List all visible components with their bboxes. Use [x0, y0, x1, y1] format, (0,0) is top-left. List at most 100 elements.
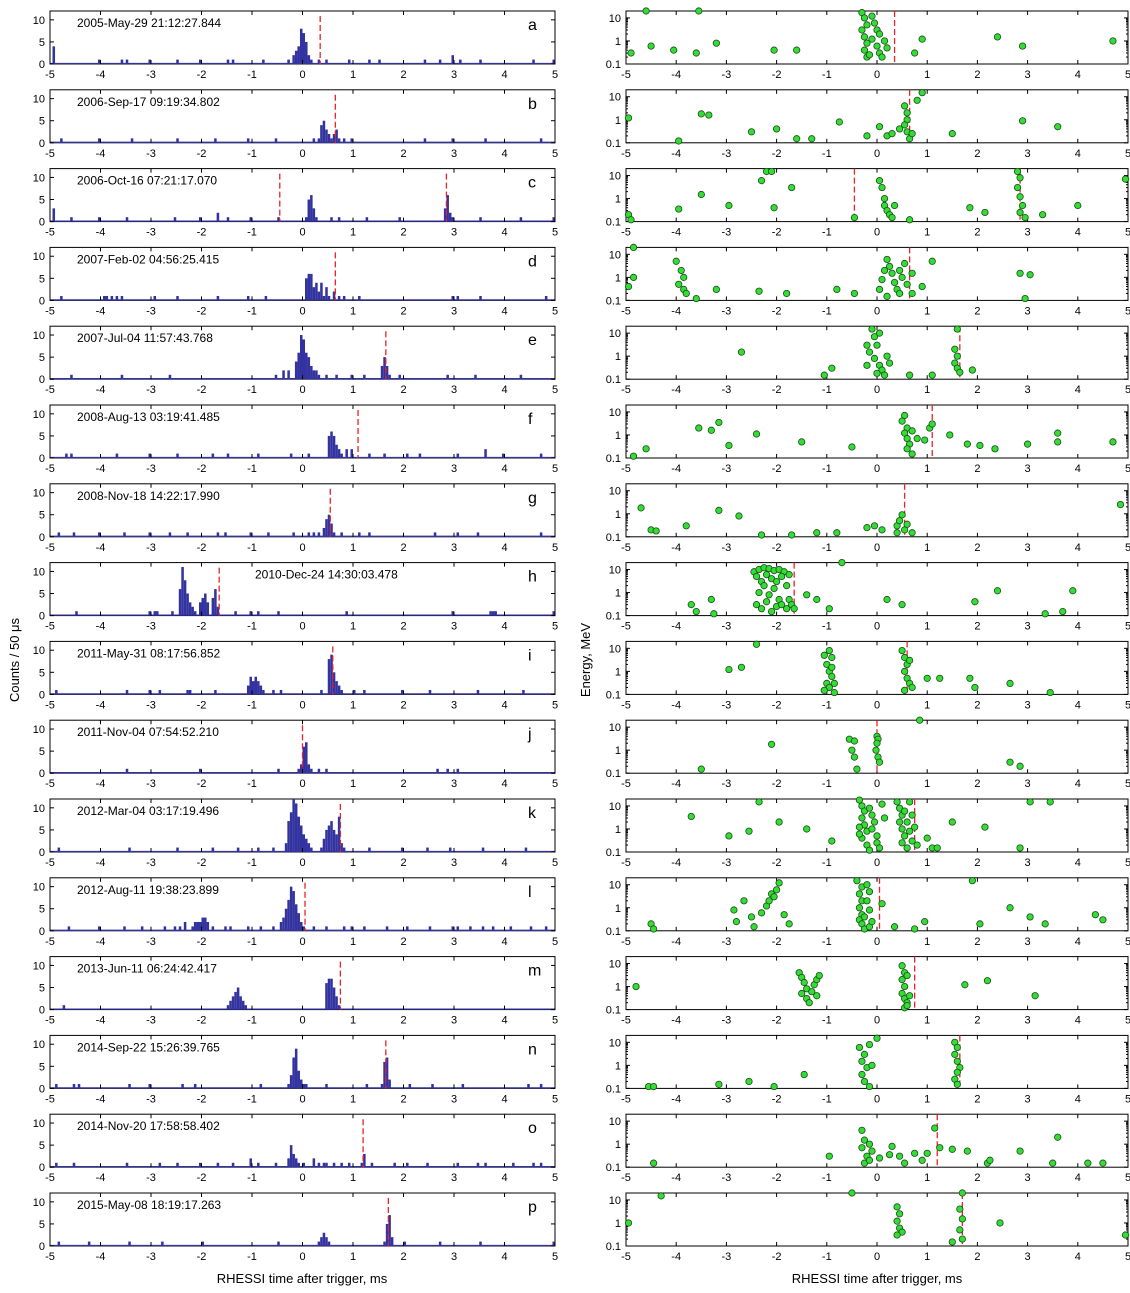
count-bar	[539, 532, 543, 537]
x-tick-label: 5	[1125, 1172, 1130, 1184]
x-tick-label: 2	[974, 778, 980, 790]
count-bar	[272, 926, 275, 931]
left-y-axis-label: Counts / 50 μs	[7, 617, 22, 702]
count-bar	[67, 926, 71, 931]
x-tick-label: 5	[1125, 542, 1130, 554]
count-bar	[193, 611, 197, 616]
count-bar	[140, 926, 144, 931]
count-bar	[52, 46, 56, 64]
count-bar	[186, 593, 189, 616]
count-bar	[211, 926, 215, 931]
count-bar	[262, 59, 265, 64]
count-bar	[335, 444, 338, 458]
count-bar	[277, 768, 280, 774]
count-bar	[345, 449, 348, 458]
photon-point	[921, 918, 929, 926]
count-bar	[312, 138, 316, 143]
photon-point	[783, 582, 791, 590]
count-bar	[418, 453, 422, 458]
energy-frame	[625, 877, 1129, 932]
count-bar	[234, 991, 237, 1010]
count-bar	[340, 689, 343, 695]
photon-point	[993, 587, 1002, 595]
count-bar	[211, 453, 215, 458]
x-tick-label: 4	[501, 227, 507, 239]
x-tick-label: -4	[671, 305, 681, 317]
y-tick-label: 10	[609, 486, 621, 498]
count-bar	[330, 431, 333, 458]
x-tick-label: 5	[552, 542, 558, 554]
energy-panel-m: 0.1 1 10 -5 -4 -3 -2 -1 0 1 2 3 4 5	[606, 956, 1130, 1027]
count-bar	[327, 133, 331, 143]
count-bar	[198, 1162, 202, 1168]
count-bar	[97, 532, 101, 537]
count-bar	[206, 602, 210, 616]
count-bar	[198, 768, 202, 774]
count-bar	[406, 1162, 409, 1168]
count-bar	[307, 843, 311, 852]
x-tick-label: 2	[400, 936, 406, 948]
count-bar	[312, 370, 316, 380]
panel-letter: o	[528, 1120, 537, 1137]
photon-point	[875, 329, 884, 337]
photon-point	[820, 371, 828, 379]
x-tick-label: 5	[1125, 148, 1130, 160]
count-bar	[325, 829, 328, 852]
count-bar	[327, 1241, 331, 1246]
x-tick-label: 0	[874, 148, 880, 160]
photon-point	[883, 255, 891, 264]
photon-point	[855, 890, 864, 898]
photon-point	[872, 746, 880, 754]
photon-point	[923, 834, 931, 842]
count-bar	[310, 365, 313, 380]
x-tick-label: 1	[350, 1251, 356, 1263]
x-tick-label: -1	[822, 699, 832, 711]
count-bar	[176, 453, 179, 458]
photon-point	[873, 42, 881, 50]
photon-point	[725, 832, 733, 840]
panel-letter: h	[528, 569, 537, 586]
x-tick-label: 0	[874, 305, 880, 317]
x-tick-label: 4	[1075, 305, 1081, 317]
photon-point	[757, 177, 766, 185]
count-bar	[408, 1083, 412, 1089]
x-tick-label: 4	[501, 148, 507, 160]
count-bar	[365, 217, 369, 222]
photon-point	[730, 906, 738, 914]
photon-point	[747, 913, 756, 921]
photon-point	[1026, 271, 1034, 279]
x-tick-label: -1	[822, 1172, 832, 1184]
energy-frame	[625, 483, 1129, 538]
count-bar	[544, 295, 548, 301]
count-bar	[332, 532, 336, 537]
x-tick-label: 2	[974, 1172, 980, 1184]
y-tick-label: 10	[33, 566, 45, 578]
count-bar	[388, 1079, 391, 1089]
photon-point	[705, 111, 713, 119]
photon-point	[1016, 762, 1024, 770]
count-bar	[128, 1241, 131, 1246]
x-tick-label: 0	[299, 1172, 305, 1184]
energy-panel-e: 0.1 1 10 -5 -4 -3 -2 -1 0 1 2 3 4 5	[606, 325, 1130, 396]
x-tick-label: 3	[451, 1172, 457, 1184]
x-tick-label: 1	[924, 1251, 930, 1263]
count-bar	[272, 689, 275, 695]
count-bar	[353, 689, 356, 695]
x-tick-label: -5	[621, 1172, 631, 1184]
event-date-label: 2011-May-31 08:17:56.852	[77, 646, 221, 660]
panel-letter: a	[528, 17, 537, 34]
count-bar	[383, 453, 386, 458]
count-bar	[257, 847, 260, 852]
photon-point	[1016, 193, 1024, 201]
count-bar	[322, 838, 326, 852]
photon-point	[951, 345, 959, 353]
count-bar	[320, 125, 323, 143]
y-tick-label: 1	[615, 1060, 621, 1072]
y-tick-label: 5	[39, 983, 45, 995]
y-tick-label: 5	[39, 667, 45, 679]
count-bar	[297, 1162, 300, 1168]
y-tick-label: 0	[39, 59, 45, 71]
photon-point	[762, 571, 771, 579]
x-tick-label: -4	[671, 1093, 681, 1105]
count-bar	[529, 926, 533, 931]
